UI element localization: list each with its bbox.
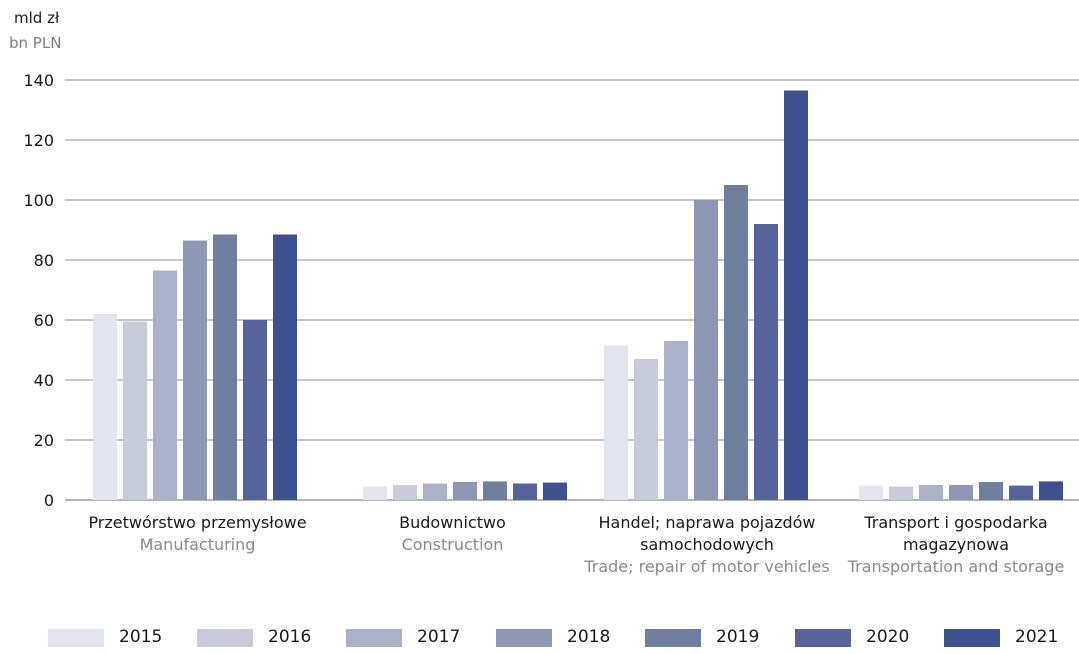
legend-swatch [197,629,253,647]
bar-2018-cat1 [453,482,477,500]
bar-2015-cat1 [363,486,387,500]
bar-2018-cat2 [694,200,718,500]
bar-2017-cat0 [153,270,177,500]
bar-2020-cat3 [1009,485,1033,500]
y-tick-label: 60 [34,311,54,330]
bars [93,90,1063,500]
y-tick-label: 0 [44,491,54,510]
bar-2021-cat0 [273,234,297,500]
legend-swatch [496,629,552,647]
bar-2015-cat0 [93,314,117,500]
category-label-manufacturing: Przetwórstwo przemysłowe Manufacturing [55,512,340,556]
bar-2017-cat1 [423,483,447,500]
y-tick-label: 140 [23,71,54,90]
bar-2016-cat2 [634,359,658,500]
bar-2018-cat0 [183,240,207,500]
bar-2015-cat2 [604,345,628,500]
category-label-trade: Handel; naprawa pojazdów samochodowych T… [573,512,841,578]
category-label-en: Construction [401,535,504,554]
bar-2019-cat2 [724,185,748,500]
bar-2020-cat1 [513,483,537,500]
bar-2017-cat2 [664,341,688,500]
legend-label: 2019 [716,627,760,647]
bar-2019-cat0 [213,234,237,500]
category-label-pl: Budownictwo [399,513,506,532]
legend-swatch [48,629,104,647]
bar-2021-cat3 [1039,481,1063,500]
category-label-en: Manufacturing [139,535,256,554]
y-axis-unit: mld zł [14,9,60,27]
bar-2019-cat3 [979,482,1003,500]
bar-2021-cat2 [784,90,808,500]
legend-label: 2020 [866,627,910,647]
category-label-pl: Przetwórstwo przemysłowe [88,513,307,532]
y-tick-label: 100 [23,191,54,210]
bar-2017-cat3 [919,485,943,500]
legend-label: 2017 [417,627,461,647]
y-tick-label: 20 [34,431,54,450]
y-tick-label: 80 [34,251,54,270]
legend-label: 2018 [567,627,611,647]
category-label-transport: Transport i gospodarka magazynowa Transp… [833,512,1079,578]
category-label-en: Transportation and storage [847,557,1065,576]
bar-2020-cat2 [754,224,778,500]
bar-2021-cat1 [543,482,567,500]
bar-2016-cat3 [889,486,913,500]
y-axis-unit-english: bn PLN [9,34,62,52]
legend-swatch [795,629,851,647]
category-label-pl: Handel; naprawa pojazdów samochodowych [598,513,816,554]
category-label-en: Trade; repair of motor vehicles [584,557,830,576]
category-label-construction: Budownictwo Construction [330,512,575,556]
bar-2020-cat0 [243,320,267,500]
bar-2018-cat3 [949,485,973,500]
y-axis-ticks: 0 20 40 60 80 100 120 140 [23,71,54,510]
bar-2016-cat1 [393,485,417,500]
bar-2016-cat0 [123,321,147,500]
legend-swatch [944,629,1000,647]
legend-label: 2016 [268,627,312,647]
legend-swatch [645,629,701,647]
category-label-pl: Transport i gospodarka magazynowa [864,513,1048,554]
y-tick-label: 120 [23,131,54,150]
legend: 2015 2016 2017 2018 2019 2020 2021 [0,626,1079,654]
legend-label: 2021 [1015,627,1059,647]
y-tick-label: 40 [34,371,54,390]
bar-2015-cat3 [859,485,883,500]
legend-swatch [346,629,402,647]
legend-label: 2015 [119,627,163,647]
bar-2019-cat1 [483,481,507,500]
